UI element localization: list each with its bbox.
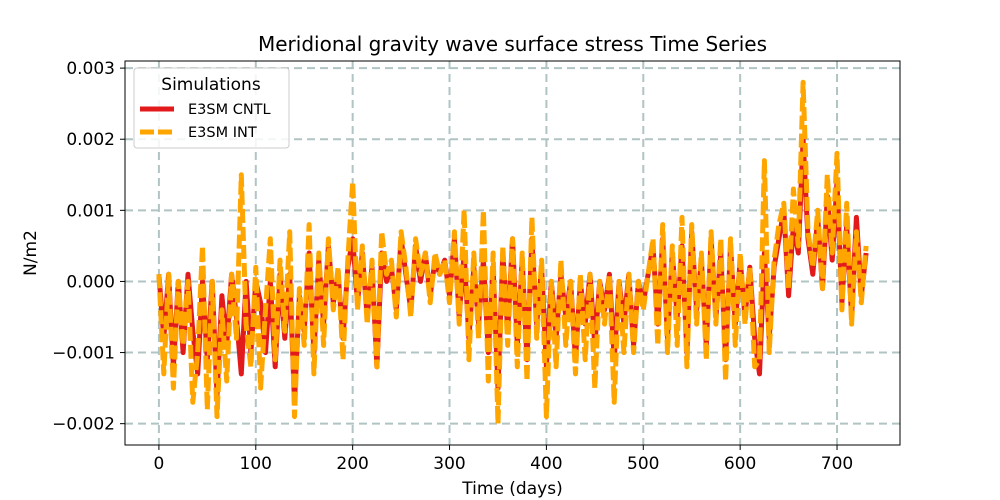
legend-box — [133, 67, 290, 149]
chart-title: Meridional gravity wave surface stress T… — [258, 32, 767, 56]
x-tick-label: 400 — [530, 454, 562, 474]
y-tick-label: 0.000 — [66, 272, 115, 292]
series-layer — [156, 79, 869, 427]
x-tick-label: 600 — [724, 454, 756, 474]
x-tick-label: 0 — [153, 454, 164, 474]
x-axis-label: Time (days) — [461, 479, 562, 499]
series-line-e3sm-int — [156, 79, 869, 427]
x-tick-label: 300 — [433, 454, 465, 474]
y-tick-label: 0.001 — [66, 201, 115, 221]
y-axis: −0.002 −0.001 0.000 0.001 0.002 0.003 — [52, 59, 125, 435]
y-tick-label: −0.001 — [52, 344, 115, 364]
legend-title: Simulations — [161, 75, 261, 95]
legend-entry-int: E3SM INT — [188, 125, 257, 141]
x-axis: 0 100 200 300 400 500 600 700 — [153, 445, 853, 474]
axes-frame — [124, 60, 901, 446]
x-tick-label: 700 — [821, 454, 853, 474]
y-axis-label: N/m2 — [21, 230, 41, 276]
legend-entry-cntl: E3SM CNTL — [188, 102, 271, 118]
y-tick-label: 0.002 — [66, 130, 115, 150]
y-tick-label: −0.002 — [52, 415, 115, 435]
legend: Simulations E3SM CNTL E3SM INT — [133, 67, 290, 149]
x-tick-label: 100 — [240, 454, 272, 474]
y-tick-label: 0.003 — [66, 59, 115, 79]
x-tick-label: 200 — [336, 454, 368, 474]
x-tick-label: 500 — [627, 454, 659, 474]
